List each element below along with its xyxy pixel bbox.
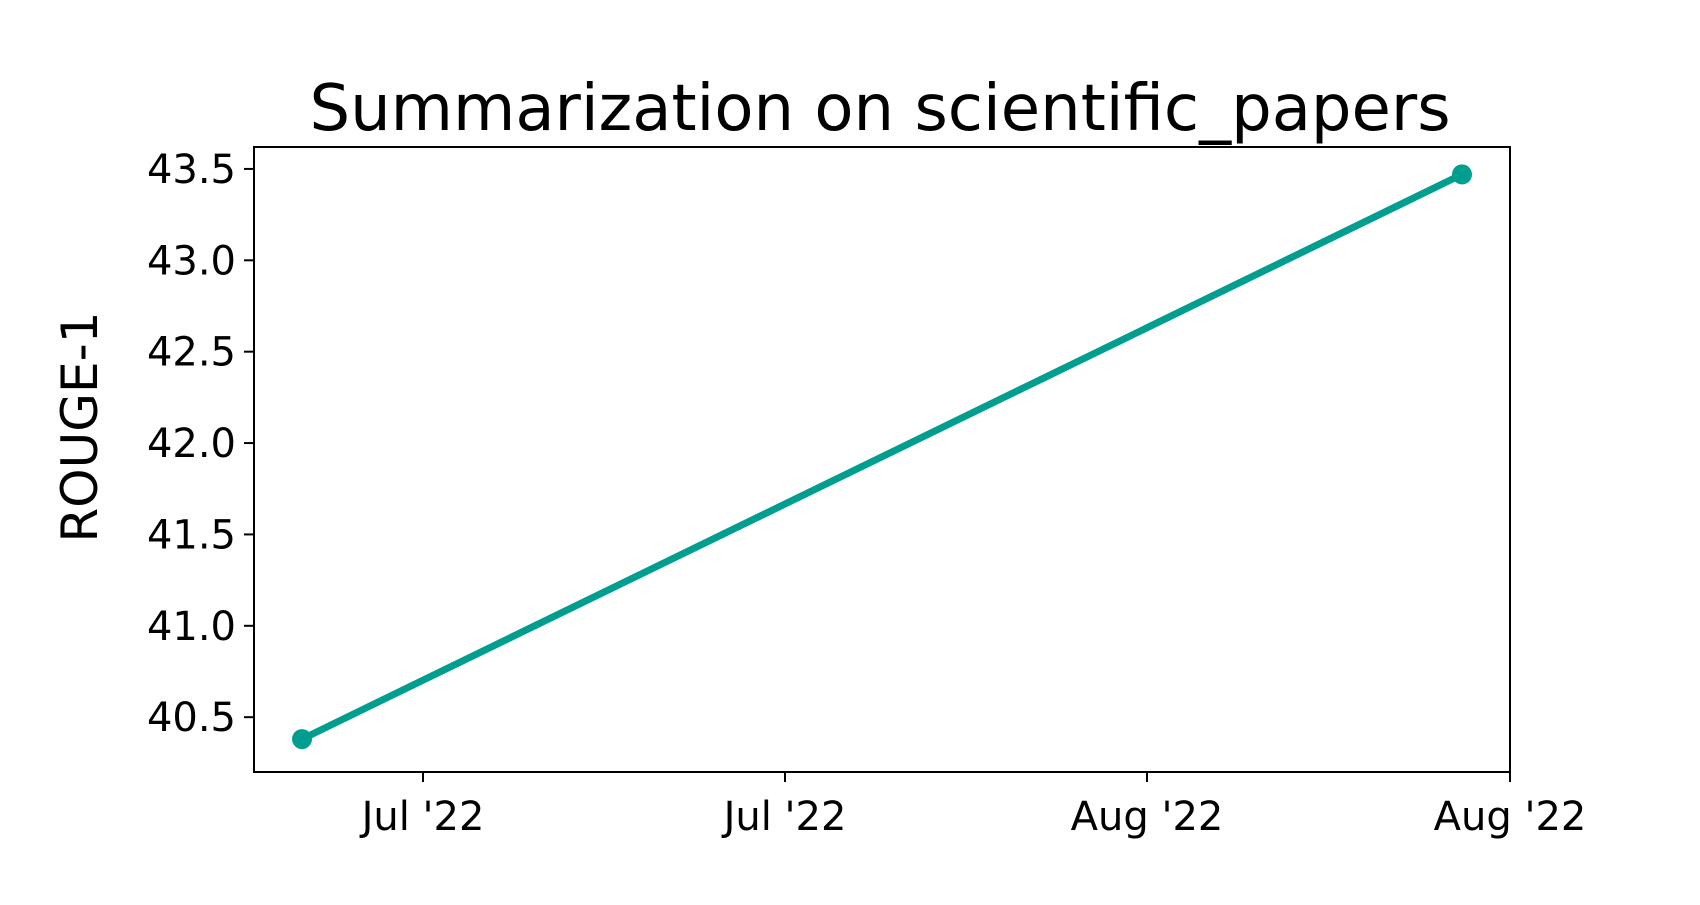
chart-title: Summarization on scientific_papers bbox=[309, 72, 1450, 146]
data-point bbox=[1452, 164, 1472, 185]
y-tick-label: 43.0 bbox=[147, 238, 236, 284]
y-tick-label: 41.0 bbox=[147, 604, 236, 650]
y-tick-label: 42.5 bbox=[147, 330, 236, 376]
data-point bbox=[292, 729, 312, 750]
x-tick-label: Aug '22 bbox=[1071, 794, 1224, 840]
series-line bbox=[298, 170, 1466, 743]
x-tick-label: Jul '22 bbox=[359, 794, 485, 840]
x-axis-ticks: Jul '22 Jul '22 Aug '22 Aug '22 bbox=[359, 772, 1587, 840]
plot-area-frame bbox=[253, 146, 1511, 773]
y-tick-label: 43.5 bbox=[147, 147, 236, 193]
y-tick-label: 41.5 bbox=[147, 512, 236, 558]
y-tick-label: 40.5 bbox=[147, 695, 236, 741]
x-tick-label: Aug '22 bbox=[1434, 794, 1587, 840]
y-axis-label: ROUGE-1 bbox=[51, 312, 109, 543]
series-layer bbox=[292, 164, 1472, 750]
y-tick-label: 42.0 bbox=[147, 421, 236, 467]
x-tick-label: Jul '22 bbox=[721, 794, 847, 840]
y-axis-ticks: 40.5 41.0 41.5 42.0 42.5 43.0 43.5 bbox=[147, 147, 254, 741]
